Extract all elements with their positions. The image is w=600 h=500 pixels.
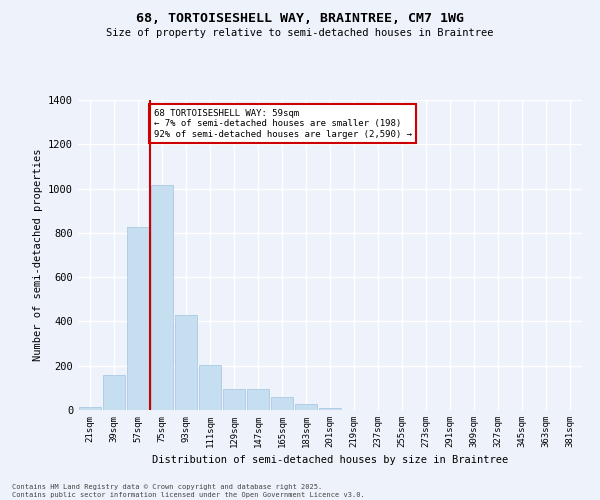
Bar bbox=[247, 389, 269, 410]
Text: Contains HM Land Registry data © Crown copyright and database right 2025.
Contai: Contains HM Land Registry data © Crown c… bbox=[12, 484, 365, 498]
X-axis label: Distribution of semi-detached houses by size in Braintree: Distribution of semi-detached houses by … bbox=[152, 456, 508, 466]
Text: Size of property relative to semi-detached houses in Braintree: Size of property relative to semi-detach… bbox=[106, 28, 494, 38]
Bar bbox=[271, 396, 293, 410]
Bar bbox=[151, 185, 173, 410]
Bar bbox=[127, 228, 149, 410]
Bar bbox=[319, 408, 341, 410]
Bar bbox=[223, 389, 245, 410]
Bar bbox=[199, 364, 221, 410]
Bar bbox=[79, 406, 101, 410]
Text: 68 TORTOISESHELL WAY: 59sqm
← 7% of semi-detached houses are smaller (198)
92% o: 68 TORTOISESHELL WAY: 59sqm ← 7% of semi… bbox=[154, 109, 412, 138]
Bar bbox=[295, 404, 317, 410]
Bar bbox=[103, 374, 125, 410]
Bar bbox=[175, 315, 197, 410]
Text: 68, TORTOISESHELL WAY, BRAINTREE, CM7 1WG: 68, TORTOISESHELL WAY, BRAINTREE, CM7 1W… bbox=[136, 12, 464, 26]
Y-axis label: Number of semi-detached properties: Number of semi-detached properties bbox=[32, 149, 43, 361]
